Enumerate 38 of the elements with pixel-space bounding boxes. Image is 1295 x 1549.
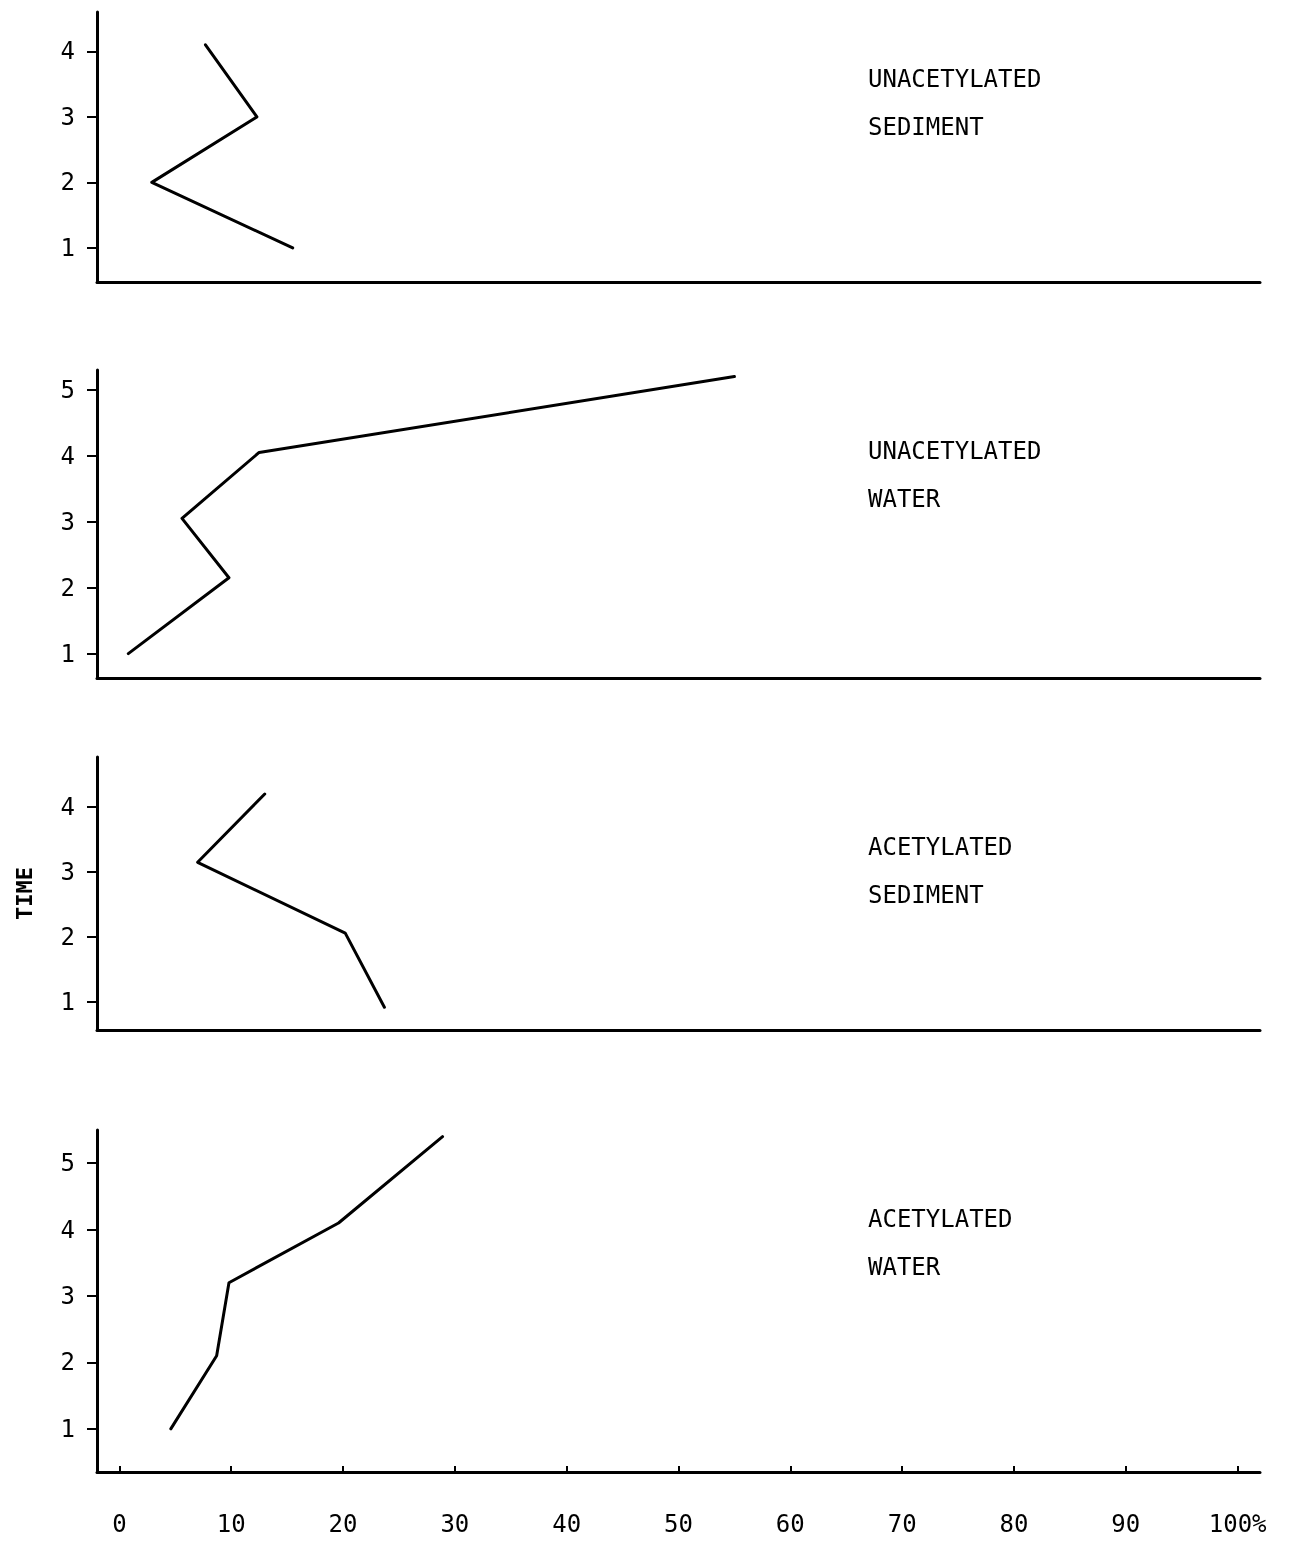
y-tick-label: 3 — [60, 102, 75, 131]
y-tick-label: 2 — [60, 168, 75, 197]
x-tick-label: 100% — [1208, 1510, 1268, 1538]
x-tick-label: 0 — [112, 1510, 127, 1538]
line-series — [126, 375, 736, 656]
y-tick-label: 3 — [60, 1282, 75, 1311]
text: UNACETYLATED SEDIMENT — [868, 65, 1042, 141]
y-tick-label: 2 — [60, 1348, 75, 1377]
x-tick-label: 40 — [552, 1510, 582, 1538]
x-tick-label: 90 — [1111, 1510, 1141, 1538]
x-tick-label: 80 — [999, 1510, 1029, 1538]
x-tick-label: 60 — [775, 1510, 805, 1538]
y-tick-label: 4 — [60, 1215, 75, 1244]
y-tick-label: 1 — [60, 639, 75, 668]
line-series — [169, 1135, 445, 1431]
y-tick-label: 4 — [60, 441, 75, 470]
x-tick-label: 30 — [440, 1510, 470, 1538]
y-tick-label: 1 — [60, 233, 75, 262]
y-tick-label: 4 — [60, 793, 75, 822]
line-series — [150, 43, 295, 250]
x-tick-label: 70 — [887, 1510, 917, 1538]
y-axis-title: TIME — [11, 867, 37, 920]
text: ACETYLATED WATER — [868, 1205, 1013, 1281]
y-tick-label: 1 — [60, 1414, 75, 1443]
text: UNACETYLATED WATER — [868, 437, 1042, 513]
text: ACETYLATED SEDIMENT — [868, 833, 1013, 909]
x-tick-label: 50 — [664, 1510, 693, 1538]
y-tick-label: 4 — [60, 37, 75, 66]
x-tick-label: 10 — [216, 1510, 246, 1538]
line-series — [196, 792, 386, 1009]
y-tick-label: 2 — [60, 923, 75, 952]
y-tick-label: 5 — [60, 1149, 75, 1178]
y-tick-label: 1 — [60, 988, 75, 1017]
y-tick-label: 3 — [60, 858, 75, 887]
y-tick-label: 3 — [60, 507, 75, 536]
y-tick-label: 5 — [60, 375, 75, 404]
x-tick-label: 20 — [328, 1510, 358, 1538]
y-tick-label: 2 — [60, 573, 75, 602]
